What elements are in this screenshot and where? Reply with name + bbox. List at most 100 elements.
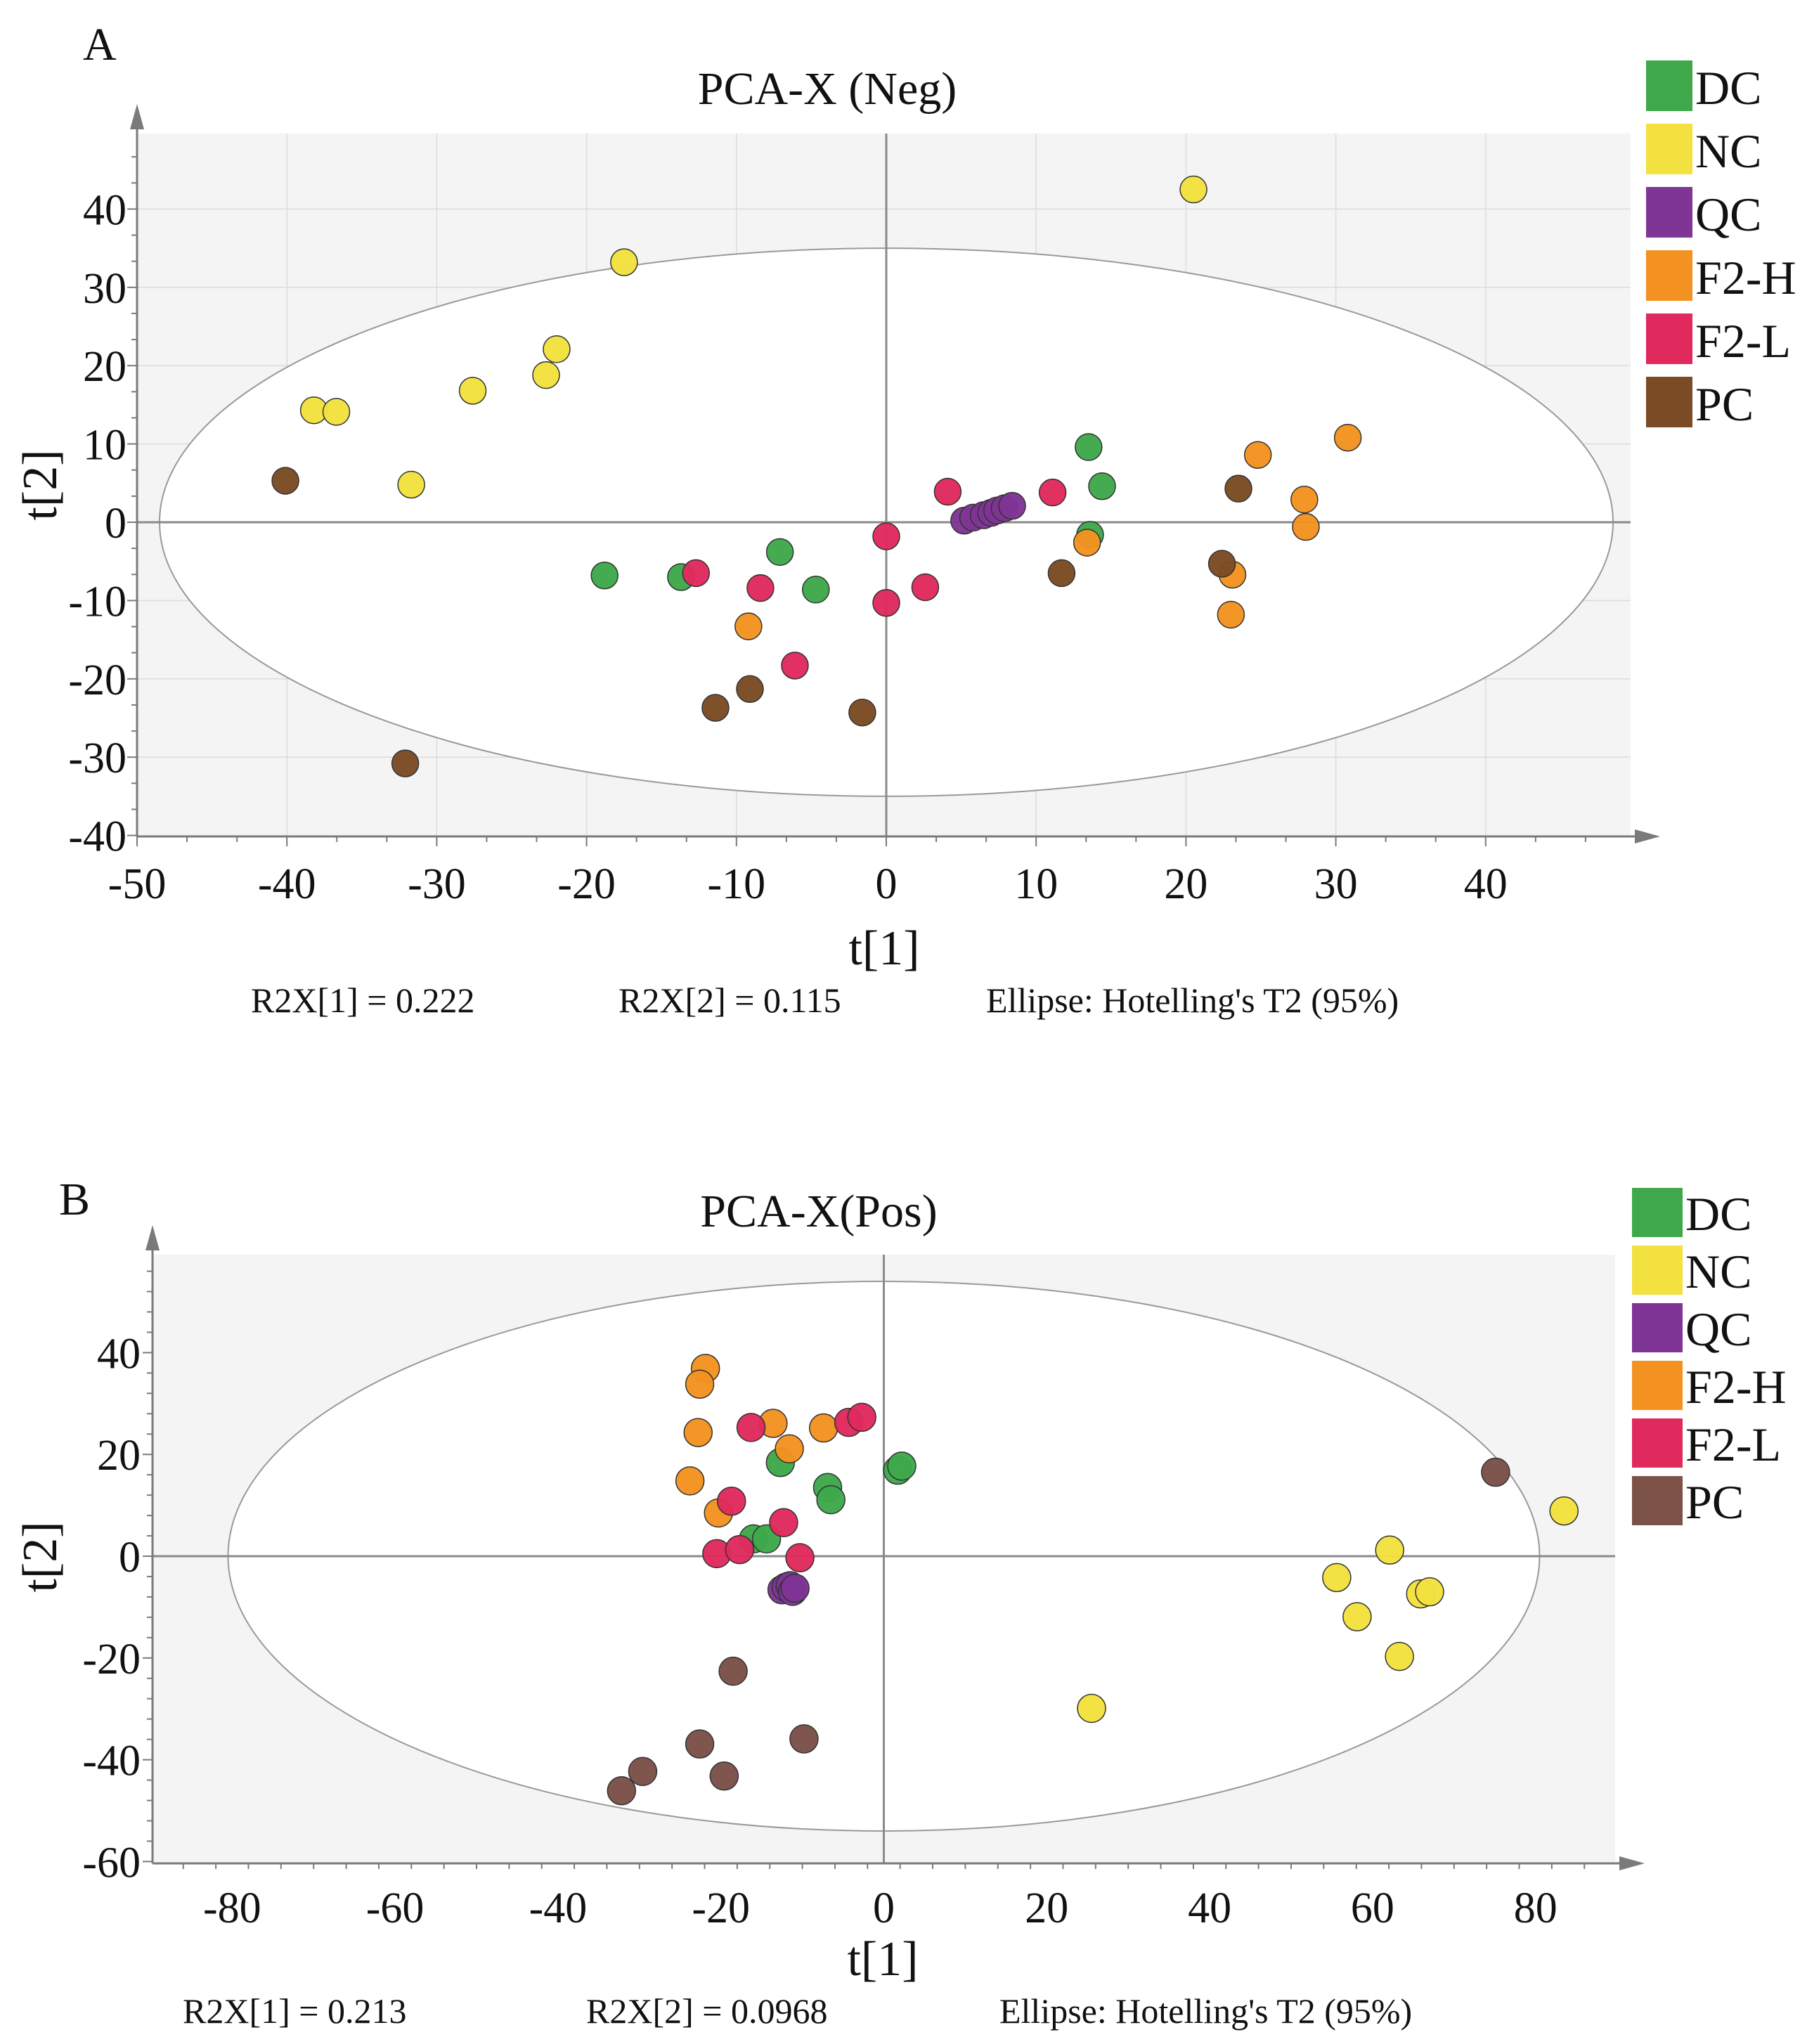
point-a-pc [271, 467, 299, 495]
series-a-f2l [682, 477, 1067, 680]
x-tick-label-b: -40 [529, 1884, 588, 1932]
x-tick-label-b: -20 [692, 1884, 750, 1932]
point-a-f2l [682, 559, 710, 588]
series-a-pc [271, 467, 1252, 777]
panel-b-tick-marks [143, 1270, 1586, 1869]
point-a-nc [543, 335, 571, 363]
point-a-nc [610, 248, 638, 276]
series-a-f2h [734, 423, 1362, 640]
point-b-pc [607, 1776, 637, 1806]
point-b-nc [1415, 1577, 1444, 1607]
x-tick-label-a: -50 [108, 860, 167, 908]
point-a-f2h [1333, 423, 1362, 452]
y-tick-label-a: -30 [68, 735, 127, 782]
legend-a-swatch-nc [1646, 124, 1692, 174]
panel-a-points [271, 175, 1362, 777]
y-axis-arrow-a [130, 104, 144, 129]
point-a-f2h [1292, 512, 1320, 541]
point-a-pc [1207, 550, 1236, 578]
x-tick-label-a: -40 [258, 860, 316, 908]
legend-b-item-f2h: F2-H [1632, 1360, 1787, 1414]
point-b-pc [628, 1757, 658, 1787]
x-tick-label-a: 40 [1464, 860, 1508, 908]
point-a-dc [802, 576, 830, 604]
point-a-nc [397, 470, 425, 499]
legend-b-item-qc: QC [1632, 1302, 1751, 1356]
point-a-pc [391, 749, 420, 777]
point-a-f2l [933, 477, 962, 506]
point-b-nc [1549, 1496, 1579, 1526]
panel-b-r2x2: R2X[2] = 0.0968 [586, 1991, 827, 2031]
panel-a-r2x1: R2X[1] = 0.222 [251, 981, 474, 1020]
point-a-qc [998, 491, 1026, 520]
point-b-f2l [785, 1543, 815, 1572]
x-tick-label-a: -10 [707, 860, 765, 908]
point-a-f2h [1243, 441, 1272, 469]
point-b-f2h [683, 1418, 713, 1447]
y-axis-arrow-b [145, 1225, 160, 1250]
legend-a-item-nc: NC [1646, 124, 1761, 178]
panel-b-x-tick-labels: -80 -60 -40 -20 0 20 40 60 80 [203, 1884, 1557, 1932]
legend-a-label-nc: NC [1695, 124, 1761, 178]
series-b-qc [767, 1571, 810, 1606]
legend-a-label-qc: QC [1695, 188, 1761, 241]
panel-b-label: B [59, 1174, 90, 1225]
series-b-pc [607, 1457, 1510, 1806]
point-b-pc [718, 1656, 748, 1686]
panel-b-title: PCA-X(Pos) [700, 1186, 937, 1237]
point-b-nc [1077, 1693, 1106, 1723]
point-b-f2h [685, 1369, 715, 1399]
point-b-f2h [675, 1466, 705, 1496]
point-a-pc [1224, 474, 1252, 503]
point-b-f2l [717, 1487, 746, 1516]
y-tick-label-a: 0 [105, 500, 127, 548]
point-a-f2h [1290, 485, 1319, 514]
y-tick-label-b: -40 [82, 1738, 141, 1785]
x-tick-label-b: -80 [203, 1884, 261, 1932]
series-b-f2l [702, 1402, 876, 1572]
point-a-nc [1179, 175, 1207, 204]
point-a-nc [322, 398, 351, 426]
point-a-f2l [1038, 478, 1067, 507]
panel-a-ellipse-note: Ellipse: Hotelling's T2 (95%) [986, 981, 1399, 1020]
legend-b-label-dc: DC [1685, 1187, 1751, 1241]
x-tick-label-a: -20 [557, 860, 616, 908]
point-a-f2l [872, 522, 900, 550]
point-b-f2h [808, 1413, 838, 1443]
panel-b-x-axis-label: t[1] [847, 1932, 918, 1986]
point-b-f2h [775, 1434, 804, 1463]
point-a-dc [765, 538, 794, 567]
point-a-nc [458, 377, 487, 405]
legend-b-item-pc: PC [1632, 1475, 1744, 1529]
legend-a-item-f2l: F2-L [1646, 313, 1791, 368]
legend-b-swatch-dc [1632, 1188, 1683, 1237]
y-tick-label-a: -10 [68, 578, 127, 626]
point-a-dc [1088, 472, 1116, 500]
legend-b-item-nc: NC [1632, 1245, 1751, 1298]
point-b-pc [709, 1761, 739, 1791]
point-b-nc [1342, 1602, 1372, 1631]
point-b-nc [1385, 1641, 1414, 1671]
panel-b-y-axis-label: t[2] [13, 1521, 67, 1592]
legend-a-item-pc: PC [1646, 377, 1754, 431]
point-b-pc [789, 1724, 819, 1754]
x-tick-label-b: 80 [1514, 1884, 1557, 1932]
y-tick-label-a: 40 [83, 186, 127, 234]
point-b-f2l [725, 1534, 755, 1565]
legend-a-label-f2l: F2-L [1695, 314, 1791, 368]
point-b-pc [685, 1729, 715, 1759]
point-b-pc [1481, 1457, 1510, 1487]
legend-a-label-f2h: F2-H [1695, 251, 1796, 304]
panel-a-title: PCA-X (Neg) [698, 63, 957, 115]
y-tick-label-a: 10 [83, 422, 127, 470]
panel-a-legend: DC NC QC F2-H F2-L PC [1646, 60, 1796, 431]
panel-a-y-axis-label: t[2] [13, 449, 67, 520]
legend-b-label-qc: QC [1685, 1302, 1751, 1356]
series-b-nc [1077, 1496, 1579, 1723]
x-tick-label-b: 40 [1188, 1884, 1231, 1932]
x-tick-label-b: 0 [873, 1884, 895, 1932]
panel-b-y-tick-labels: -60 -40 -20 0 20 40 [82, 1330, 141, 1887]
legend-a-item-f2h: F2-H [1646, 250, 1796, 304]
series-a-dc [590, 433, 1116, 604]
